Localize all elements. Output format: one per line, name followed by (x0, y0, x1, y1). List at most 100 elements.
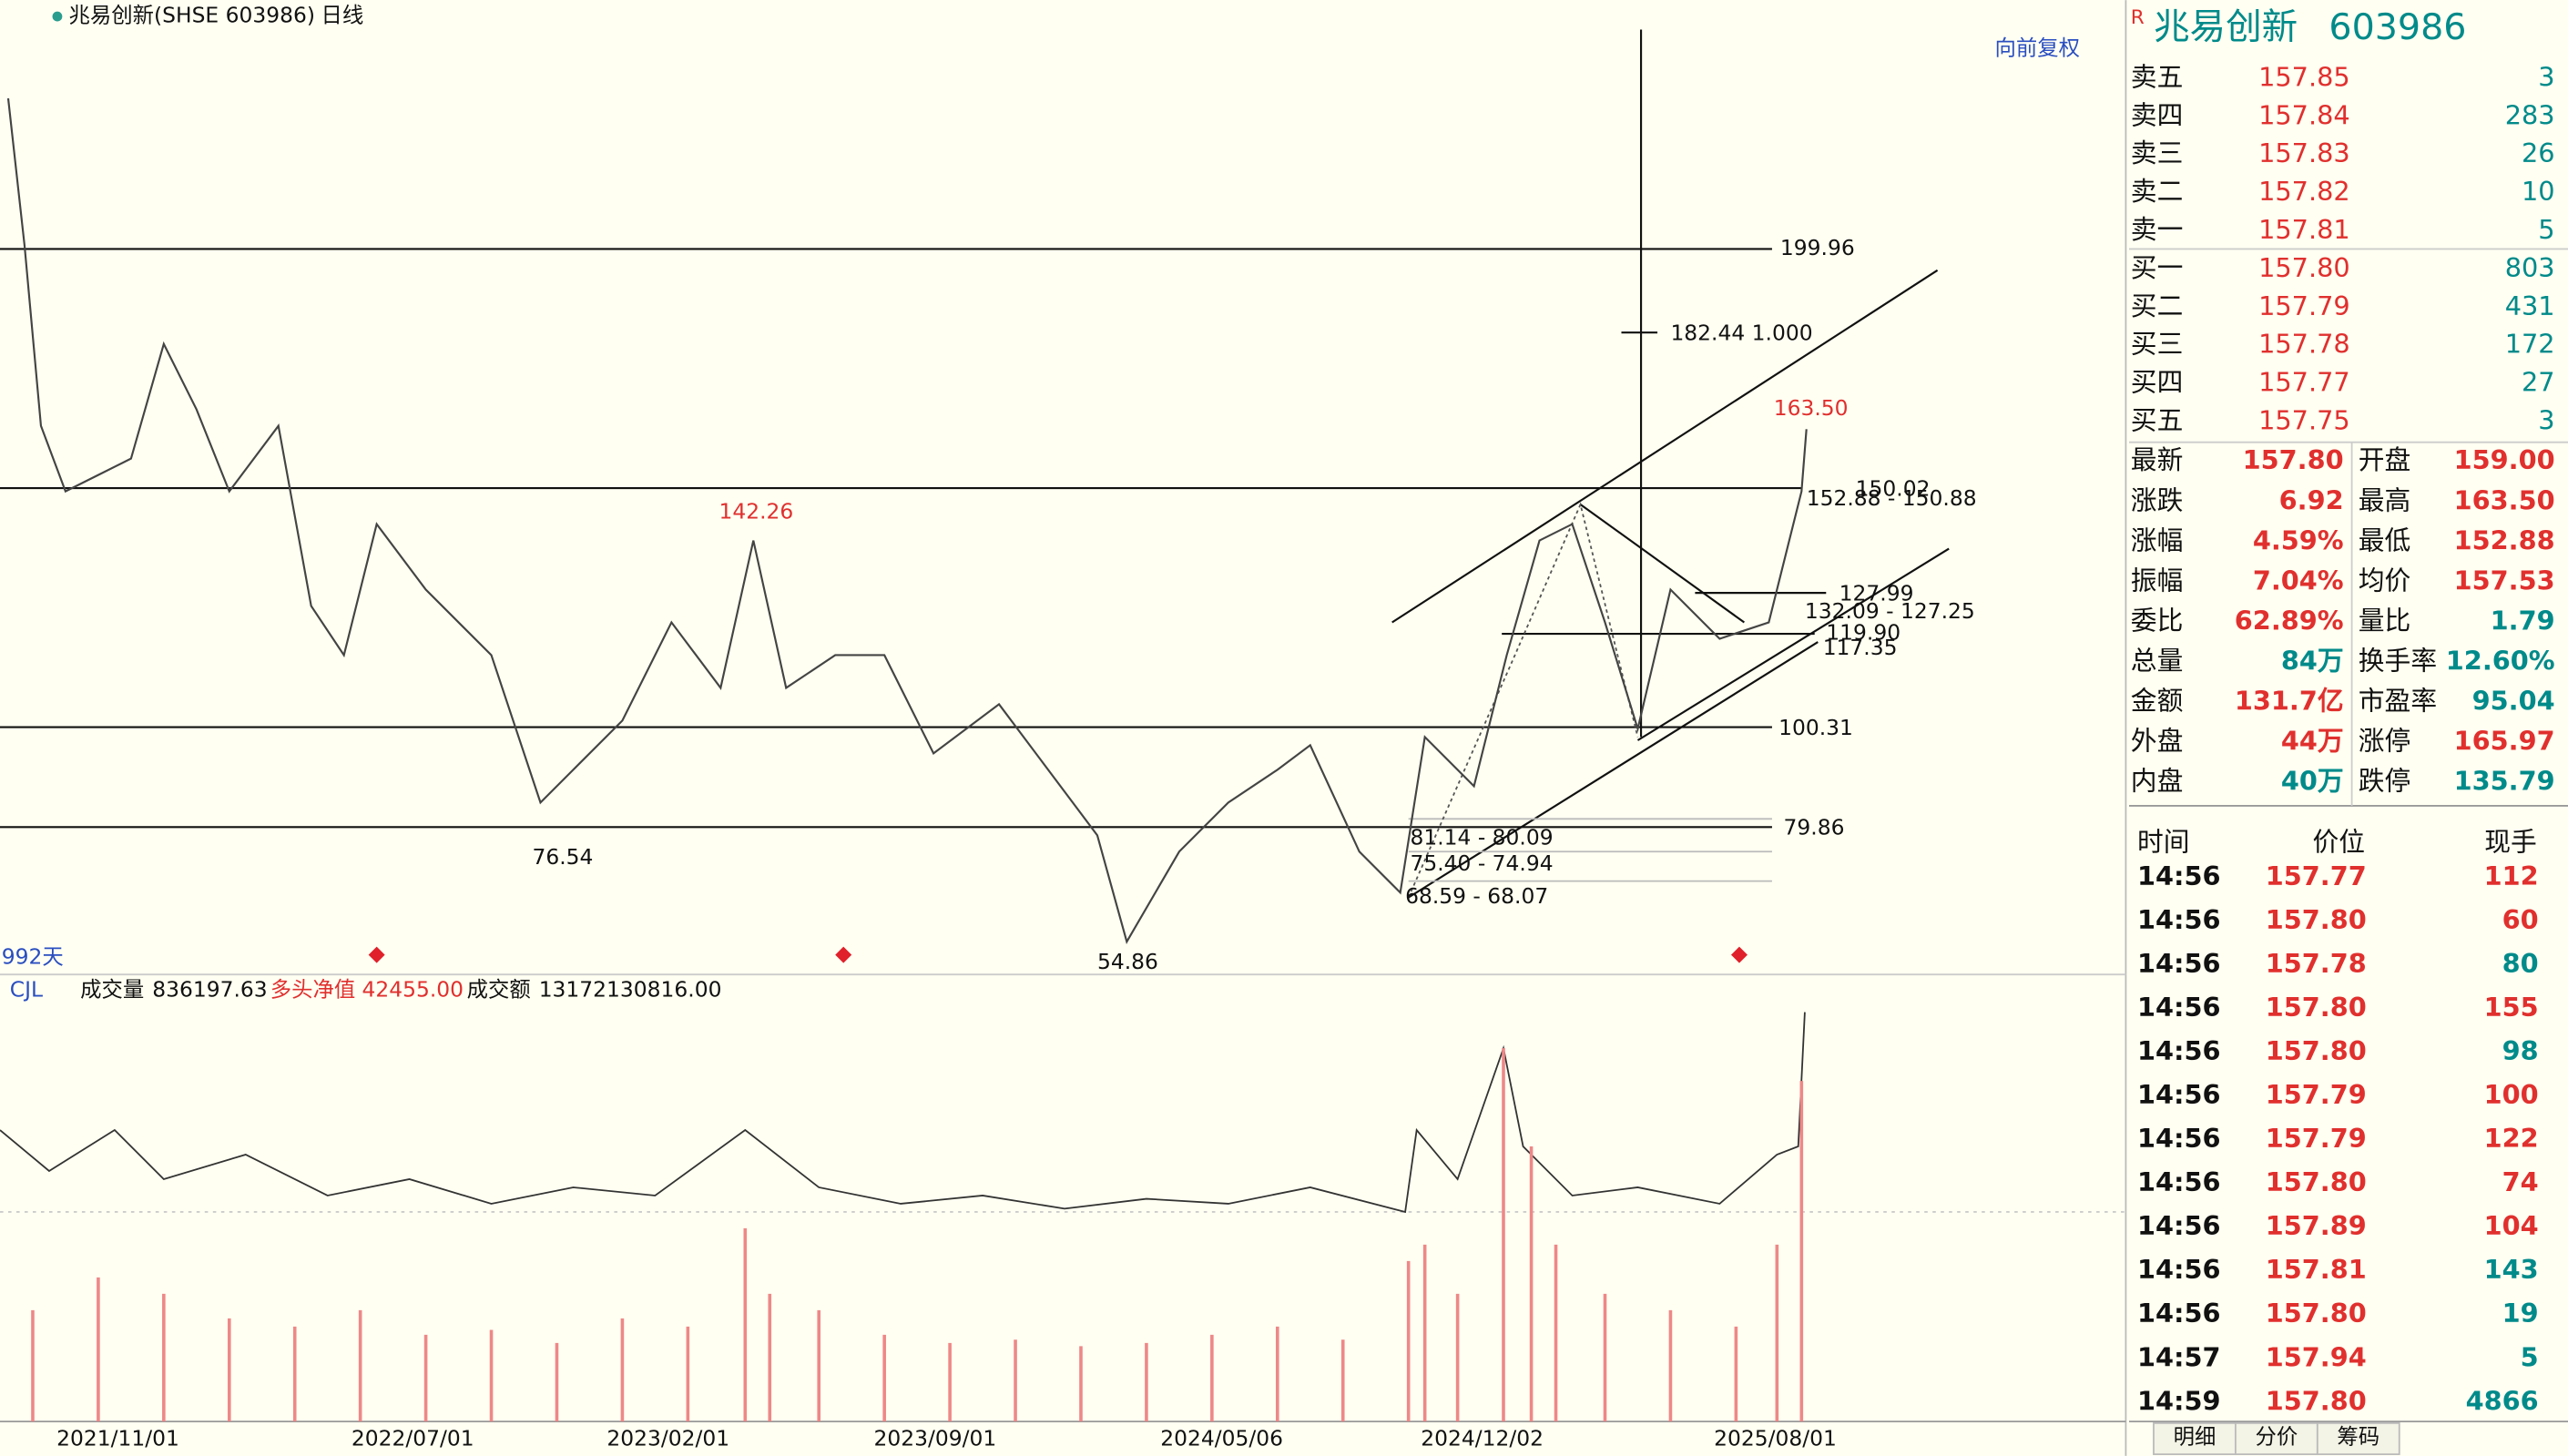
drawings (0, 29, 1950, 899)
tick-time: 14:56 (2137, 1035, 2221, 1066)
stat-label: 总量 (2131, 646, 2184, 677)
book-price: 157.85 (2258, 61, 2350, 92)
tab[interactable]: 筹码 (2337, 1424, 2379, 1450)
tab-bg (2316, 1422, 2400, 1456)
book-label: 买一 (2131, 252, 2184, 283)
stat-value: 40万 (2281, 766, 2344, 797)
high-label: 142.26 (719, 499, 794, 524)
stat-label: 涨跌 (2131, 484, 2184, 515)
tick-hands: 104 (2484, 1210, 2539, 1241)
low-label: 76.54 (533, 844, 594, 870)
stat-value: 165.97 (2454, 726, 2555, 757)
x-axis-label: 2023/09/01 (874, 1425, 997, 1451)
tick-hands: 4866 (2466, 1385, 2539, 1416)
book-volume: 172 (2505, 329, 2555, 360)
tick-time: 14:56 (2137, 1298, 2221, 1329)
quote-code: 603986 (2329, 6, 2466, 48)
level-label: 81.14 - 80.09 (1410, 824, 1553, 850)
book-label: 卖三 (2131, 137, 2184, 168)
stat-label: 涨停 (2359, 726, 2411, 757)
book-volume: 283 (2505, 99, 2555, 130)
tick-time: 14:56 (2137, 860, 2221, 891)
stat-value: 6.92 (2279, 484, 2344, 515)
low-label: 54.86 (1097, 949, 1158, 974)
level-label: 127.99 (1839, 580, 1914, 606)
stat-label: 换手率 (2359, 646, 2437, 677)
high-label: 163.50 (1774, 395, 1849, 421)
stat-label: 最高 (2359, 484, 2411, 515)
stat-label: 市盈率 (2359, 686, 2437, 717)
book-price: 157.78 (2258, 329, 2350, 360)
level-label: 119.90 (1826, 620, 1901, 646)
period-select[interactable]: 日线 (321, 3, 364, 28)
tab-bg (2235, 1422, 2318, 1456)
price-path (6, 97, 1808, 944)
stat-value: 12.60% (2446, 646, 2555, 677)
tick-hands: 80 (2502, 948, 2539, 979)
tick-price: 157.78 (2266, 948, 2367, 979)
book-volume: 27 (2522, 367, 2555, 398)
book-price: 157.80 (2258, 252, 2350, 283)
stat-value: 7.04% (2253, 565, 2344, 596)
stat-label: 委比 (2131, 605, 2184, 636)
book-volume: 10 (2522, 176, 2555, 207)
tab-bg (2153, 1422, 2237, 1456)
tick-time: 14:59 (2137, 1385, 2221, 1416)
tick-price: 157.80 (2266, 1385, 2367, 1416)
tick-hands: 112 (2484, 860, 2539, 891)
tick-time: 14:56 (2137, 904, 2221, 935)
tick-price: 157.79 (2266, 1079, 2367, 1110)
symbol-title: 兆易创新(SHSE 603986) (69, 3, 315, 28)
book-price: 157.82 (2258, 176, 2350, 207)
tick-price: 157.80 (2266, 1166, 2367, 1197)
tick-hands: 19 (2502, 1298, 2539, 1329)
book-price: 157.75 (2258, 405, 2350, 436)
stat-value: 135.79 (2454, 766, 2555, 797)
indicator-name[interactable]: CJL (10, 977, 43, 1003)
book-volume: 3 (2538, 405, 2554, 436)
tick-hands: 5 (2521, 1341, 2539, 1372)
x-axis-label: 2021/11/01 (56, 1425, 179, 1451)
tick-time: 14:57 (2137, 1341, 2221, 1372)
stat-value: 131.7亿 (2235, 686, 2344, 717)
tick-time: 14:56 (2137, 1166, 2221, 1197)
tick-time: 14:56 (2137, 1079, 2221, 1110)
indicator-label: 多头净值 (270, 977, 356, 1003)
tick-time: 14:56 (2137, 1254, 2221, 1285)
stat-value: 152.88 (2454, 524, 2555, 555)
tab[interactable]: 明细 (2174, 1424, 2216, 1450)
book-label: 卖二 (2131, 176, 2184, 207)
tick-hands: 143 (2484, 1254, 2539, 1285)
tick-price: 157.79 (2266, 1123, 2367, 1154)
level-label: 182.44 1.000 (1670, 320, 1812, 345)
tick-time: 14:56 (2137, 1210, 2221, 1241)
book-price: 157.77 (2258, 367, 2350, 398)
indicator-label: 成交额 (467, 977, 531, 1003)
level-label: 150.02 (1856, 475, 1931, 501)
adjust-mode[interactable]: 向前复权 (1995, 36, 2081, 61)
book-label: 买二 (2131, 290, 2184, 321)
book-price: 157.84 (2258, 99, 2350, 130)
stat-label: 开盘 (2359, 444, 2411, 475)
level-label: 100.31 (1778, 715, 1853, 740)
tab[interactable]: 分价 (2255, 1424, 2298, 1450)
stat-label: 涨幅 (2131, 524, 2184, 555)
level-label: 152.88 - 150.88 (1807, 485, 1977, 511)
stat-value: 157.80 (2243, 444, 2344, 475)
book-volume: 3 (2538, 61, 2554, 92)
book-volume: 431 (2505, 290, 2555, 321)
tick-price: 157.80 (2266, 1035, 2367, 1066)
x-axis-label: 2025/08/01 (1714, 1425, 1837, 1451)
x-axis-label: 2024/12/02 (1421, 1425, 1544, 1451)
stat-label: 跌停 (2359, 766, 2411, 797)
ticks-header: 价位 (2312, 826, 2365, 857)
tick-hands: 74 (2502, 1166, 2539, 1197)
level-label: 132.09 - 127.25 (1805, 598, 1975, 624)
volume-line (0, 1012, 1806, 1214)
book-volume: 803 (2505, 252, 2555, 283)
x-axis-label: 2022/07/01 (352, 1425, 474, 1451)
book-volume: 5 (2538, 214, 2554, 245)
x-axis-label: 2023/02/01 (606, 1425, 729, 1451)
stat-value: 157.53 (2454, 565, 2555, 596)
ticks-header: 时间 (2137, 826, 2190, 857)
